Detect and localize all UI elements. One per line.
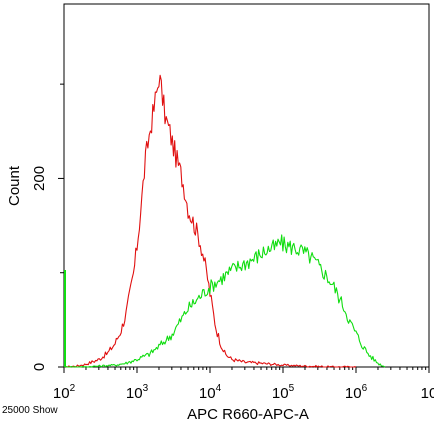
plot-frame [63, 3, 430, 368]
series-line-1 [63, 74, 357, 368]
y-axis: 0 200 [31, 83, 64, 371]
y-tick-label: 200 [31, 166, 48, 191]
x-tick-label: 103 [126, 383, 149, 402]
x-axis-label: APC R660-APC-A [187, 406, 309, 423]
event-count-note: 25000 Show [2, 405, 58, 416]
x-tick-label: 102 [53, 383, 76, 402]
plot-frame-group [63, 3, 430, 368]
series-layer [63, 74, 386, 368]
x-tick-label: 105 [272, 383, 295, 402]
x-tick-label: 10 [421, 385, 434, 402]
y-tick-label: 0 [31, 363, 48, 371]
y-axis-label: Count [6, 165, 23, 206]
x-tick-label: 104 [199, 383, 222, 402]
x-axis: 102 103 104 105 106 10 [53, 367, 434, 402]
x-tick-label: 106 [345, 383, 368, 402]
series-line-2 [63, 234, 386, 368]
